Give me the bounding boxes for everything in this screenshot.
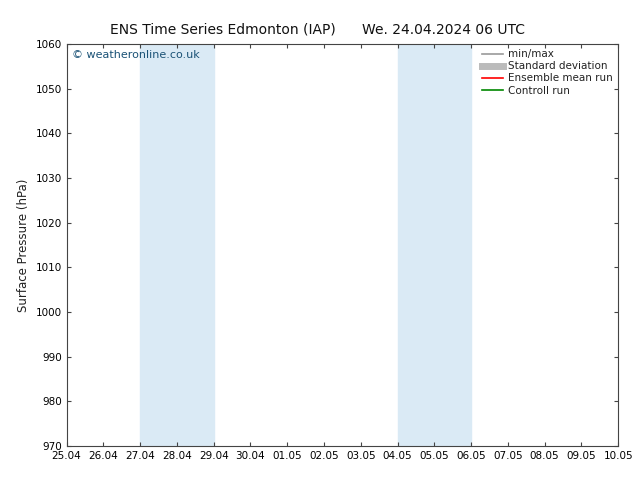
Text: © weatheronline.co.uk: © weatheronline.co.uk xyxy=(72,50,200,60)
Y-axis label: Surface Pressure (hPa): Surface Pressure (hPa) xyxy=(17,178,30,312)
Bar xyxy=(140,44,214,446)
Bar xyxy=(398,44,471,446)
Legend: min/max, Standard deviation, Ensemble mean run, Controll run: min/max, Standard deviation, Ensemble me… xyxy=(479,46,616,98)
Text: ENS Time Series Edmonton (IAP)      We. 24.04.2024 06 UTC: ENS Time Series Edmonton (IAP) We. 24.04… xyxy=(110,22,524,36)
